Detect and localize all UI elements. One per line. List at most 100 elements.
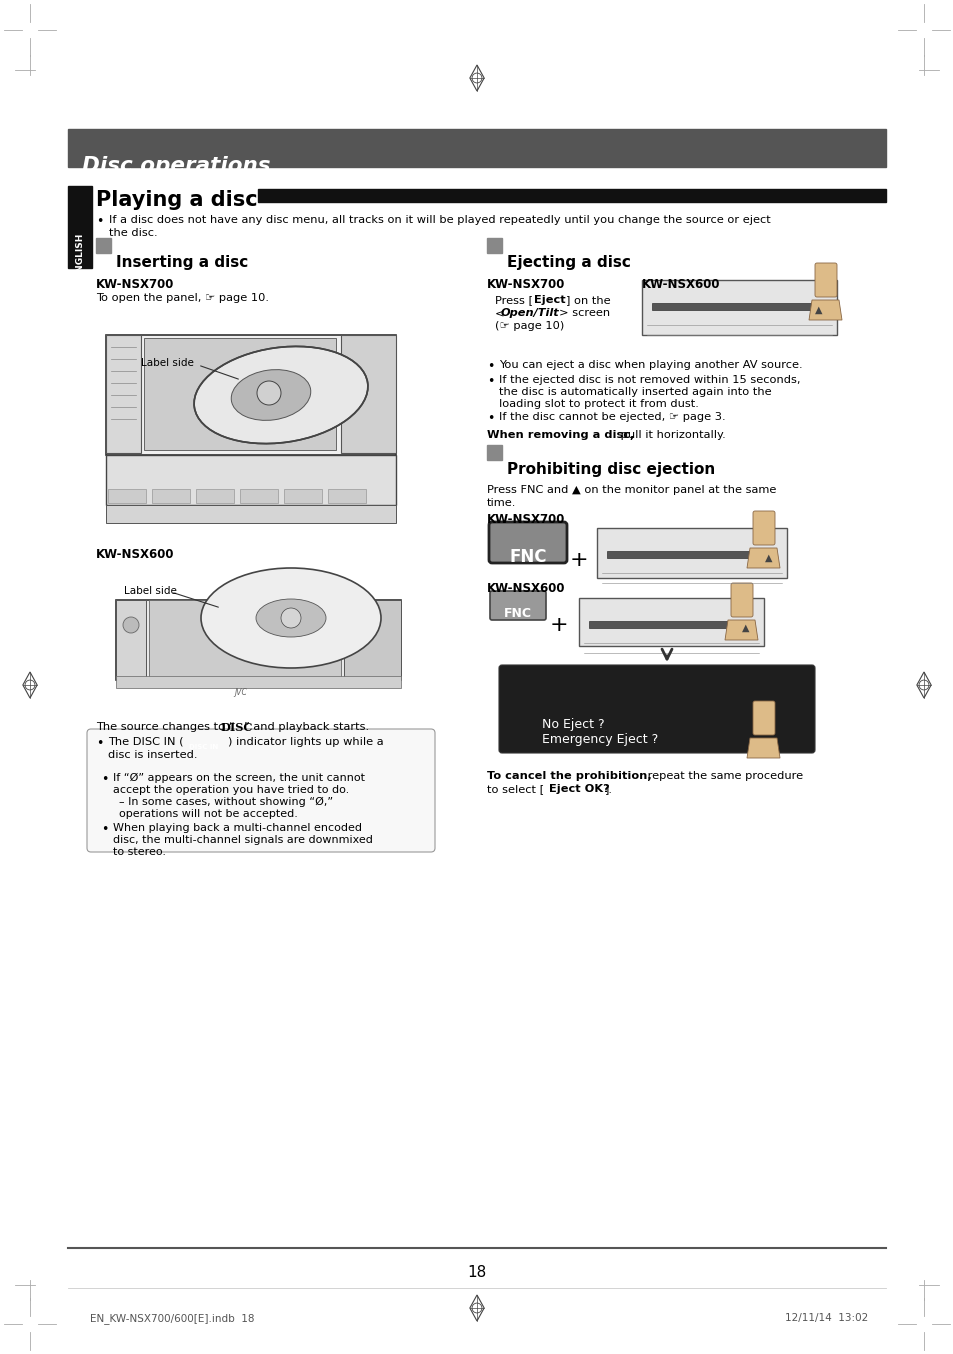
Text: the disc.: the disc. (109, 227, 157, 238)
Text: If a disc does not have any disc menu, all tracks on it will be played repeatedl: If a disc does not have any disc menu, a… (109, 215, 770, 225)
Text: FNC: FNC (503, 607, 532, 620)
Text: 18: 18 (467, 1265, 486, 1280)
Polygon shape (106, 455, 395, 505)
Ellipse shape (201, 567, 380, 668)
Text: Press FNC and ▲ on the monitor panel at the same: Press FNC and ▲ on the monitor panel at … (486, 485, 776, 496)
FancyBboxPatch shape (641, 280, 836, 334)
FancyBboxPatch shape (597, 528, 786, 578)
Text: Label side: Label side (141, 357, 193, 368)
Text: If the disc cannot be ejected, ☞ page 3.: If the disc cannot be ejected, ☞ page 3. (498, 412, 725, 422)
FancyBboxPatch shape (814, 263, 836, 297)
FancyBboxPatch shape (182, 734, 226, 749)
Text: <: < (495, 307, 504, 318)
Text: ▲: ▲ (764, 552, 772, 563)
Text: > screen: > screen (558, 307, 610, 318)
Circle shape (256, 380, 281, 405)
Text: disc is inserted.: disc is inserted. (108, 750, 197, 760)
Text: Label side: Label side (124, 586, 176, 596)
Bar (651, 303, 821, 310)
FancyBboxPatch shape (752, 510, 774, 546)
Text: To cancel the prohibition,: To cancel the prohibition, (486, 770, 651, 781)
Bar (344, 600, 400, 678)
Text: repeat the same procedure: repeat the same procedure (643, 770, 802, 781)
Text: Open/Tilt: Open/Tilt (500, 307, 559, 318)
Bar (240, 489, 277, 502)
Bar (152, 489, 190, 502)
Text: Playing a disc: Playing a disc (96, 190, 257, 210)
Bar (195, 489, 233, 502)
Text: loading slot to protect it from dust.: loading slot to protect it from dust. (498, 399, 699, 409)
Bar (106, 505, 395, 523)
FancyBboxPatch shape (489, 523, 566, 563)
Text: •: • (96, 215, 103, 227)
Bar (149, 600, 340, 678)
Text: FNC: FNC (509, 548, 546, 566)
Text: No Eject ?: No Eject ? (541, 718, 604, 731)
Text: +: + (549, 615, 568, 635)
Text: – In some cases, without showing “Ø,”: – In some cases, without showing “Ø,” (119, 798, 333, 807)
Bar (340, 334, 395, 454)
Bar (486, 238, 501, 253)
FancyBboxPatch shape (87, 728, 435, 852)
Bar (284, 489, 322, 502)
FancyBboxPatch shape (730, 584, 752, 617)
Text: •: • (101, 823, 109, 835)
Text: KW-NSX600: KW-NSX600 (486, 582, 565, 594)
Text: ].: ]. (604, 784, 613, 793)
Text: Emergency Eject ?: Emergency Eject ? (541, 733, 658, 746)
Bar (144, 338, 335, 450)
Text: Inserting a disc: Inserting a disc (116, 255, 248, 269)
Text: disc, the multi-channel signals are downmixed: disc, the multi-channel signals are down… (112, 835, 373, 845)
Circle shape (281, 608, 301, 628)
Text: Press [: Press [ (495, 295, 533, 305)
Text: KW-NSX700: KW-NSX700 (96, 278, 174, 291)
Text: ] on the: ] on the (565, 295, 610, 305)
Bar (116, 676, 400, 688)
Bar (106, 334, 141, 454)
Text: pull it horizontally.: pull it horizontally. (617, 431, 725, 440)
Text: If the ejected disc is not removed within 15 seconds,: If the ejected disc is not removed withi… (498, 375, 800, 385)
Text: If “Ø” appears on the screen, the unit cannot: If “Ø” appears on the screen, the unit c… (112, 773, 365, 783)
FancyBboxPatch shape (752, 701, 774, 735)
Text: Eject OK?: Eject OK? (548, 784, 609, 793)
Text: operations will not be accepted.: operations will not be accepted. (119, 808, 297, 819)
Polygon shape (808, 301, 841, 320)
Text: Eject: Eject (534, 295, 565, 305)
Text: ) indicator lights up while a: ) indicator lights up while a (228, 737, 383, 747)
FancyBboxPatch shape (116, 600, 400, 680)
Text: ▲: ▲ (814, 305, 821, 315)
Text: +: + (569, 550, 588, 570)
FancyBboxPatch shape (106, 334, 395, 455)
Bar (116, 600, 146, 678)
Text: the disc is automatically inserted again into the: the disc is automatically inserted again… (498, 387, 771, 397)
Text: EN_KW-NSX700/600[E].indb  18: EN_KW-NSX700/600[E].indb 18 (90, 1313, 254, 1324)
Bar (606, 551, 771, 558)
Text: KW-NSX600: KW-NSX600 (96, 548, 174, 561)
Polygon shape (724, 620, 758, 640)
Bar (96, 238, 111, 253)
Text: 12/11/14  13:02: 12/11/14 13:02 (784, 1313, 867, 1323)
Text: KW-NSX700: KW-NSX700 (486, 278, 565, 291)
Text: DISC: DISC (220, 722, 253, 733)
Text: Disc operations: Disc operations (82, 156, 271, 176)
Bar (108, 489, 146, 502)
Text: (☞ page 10): (☞ page 10) (495, 321, 563, 330)
Text: When playing back a multi-channel encoded: When playing back a multi-channel encode… (112, 823, 361, 833)
Text: time.: time. (486, 498, 516, 508)
Polygon shape (746, 738, 780, 758)
Text: ▲: ▲ (741, 623, 749, 634)
Text: Prohibiting disc ejection: Prohibiting disc ejection (506, 462, 715, 477)
FancyBboxPatch shape (498, 665, 814, 753)
Text: KW-NSX600: KW-NSX600 (641, 278, 720, 291)
Text: accept the operation you have tried to do.: accept the operation you have tried to d… (112, 785, 349, 795)
Text: •: • (486, 412, 494, 425)
Text: The DISC IN (: The DISC IN ( (108, 737, 183, 747)
FancyBboxPatch shape (490, 590, 545, 620)
Bar (328, 489, 366, 502)
Ellipse shape (193, 347, 368, 444)
Text: When removing a disc,: When removing a disc, (486, 431, 634, 440)
Text: •: • (101, 773, 109, 787)
Text: Ejecting a disc: Ejecting a disc (506, 255, 630, 269)
Text: KW-NSX700: KW-NSX700 (486, 513, 565, 525)
Bar (486, 445, 501, 460)
